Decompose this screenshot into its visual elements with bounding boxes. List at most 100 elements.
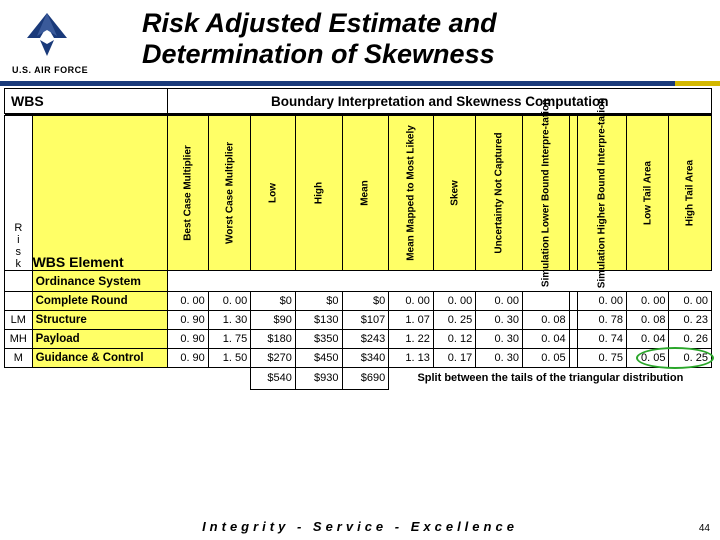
cell: 0. 30 xyxy=(476,330,523,349)
cell: 0. 90 xyxy=(168,349,208,368)
cell: 1. 22 xyxy=(389,330,434,349)
cell: 0. 30 xyxy=(476,349,523,368)
cell: $0 xyxy=(295,292,342,311)
cell: $90 xyxy=(251,311,296,330)
risk-letter: s xyxy=(5,246,32,258)
vertical-header-row: R i s k WBS Element Best Case Multiplier… xyxy=(5,116,712,271)
cell: $243 xyxy=(342,330,389,349)
cell: 0. 00 xyxy=(433,292,475,311)
cell: 0. 17 xyxy=(433,349,475,368)
table-container: WBS Boundary Interpretation and Skewness… xyxy=(0,88,720,390)
risk-code: M xyxy=(5,349,33,368)
split-note: Split between the tails of the triangula… xyxy=(389,368,712,390)
col-header: Simulation Lower Bound Interpre-tation xyxy=(522,116,569,271)
cell: 1. 30 xyxy=(208,311,250,330)
cell xyxy=(522,292,569,311)
col-header: High xyxy=(295,116,342,271)
col-header: Worst Case Multiplier xyxy=(208,116,250,271)
cell: $107 xyxy=(342,311,389,330)
cell: $0 xyxy=(251,292,296,311)
sum-low: $540 xyxy=(251,368,296,390)
element-name: Guidance & Control xyxy=(32,349,168,368)
col-header: High Tail Area xyxy=(669,116,712,271)
cell: 0. 26 xyxy=(669,330,712,349)
cell: 0. 05 xyxy=(626,349,668,368)
cell: 0. 00 xyxy=(578,292,627,311)
cell: 0. 08 xyxy=(626,311,668,330)
cell: 0. 05 xyxy=(522,349,569,368)
cell: $130 xyxy=(295,311,342,330)
element-name: Ordinance System xyxy=(32,271,168,292)
col-header: Best Case Multiplier xyxy=(168,116,208,271)
cell: 1. 50 xyxy=(208,349,250,368)
table-row: MH Payload 0. 90 1. 75 $180 $350 $243 1.… xyxy=(5,330,712,349)
col-header: Low Tail Area xyxy=(626,116,668,271)
skewness-table: WBS Boundary Interpretation and Skewness… xyxy=(4,88,712,390)
logo-area: U.S. AIR FORCE xyxy=(12,8,142,75)
cell: 0. 00 xyxy=(208,292,250,311)
cell: $180 xyxy=(251,330,296,349)
table-row: Complete Round 0. 00 0. 00 $0 $0 $0 0. 0… xyxy=(5,292,712,311)
sum-row: $540 $930 $690 Split between the tails o… xyxy=(5,368,712,390)
cell: $450 xyxy=(295,349,342,368)
sum-high: $930 xyxy=(295,368,342,390)
cell: 0. 30 xyxy=(476,311,523,330)
logo-text: U.S. AIR FORCE xyxy=(12,65,142,75)
cell-gap xyxy=(569,311,577,330)
title-line-2: Determination of Skewness xyxy=(142,39,495,69)
cell: 1. 13 xyxy=(389,349,434,368)
risk-code xyxy=(5,271,33,292)
col-header: Simulation Higher Bound Interpre-tation xyxy=(578,116,627,271)
slide-footer: Integrity - Service - Excellence xyxy=(0,519,720,534)
cell: $350 xyxy=(295,330,342,349)
risk-code: LM xyxy=(5,311,33,330)
airforce-logo-icon xyxy=(12,8,82,58)
cell: 0. 00 xyxy=(168,292,208,311)
title-line-1: Risk Adjusted Estimate and xyxy=(142,8,497,38)
risk-letter: R xyxy=(5,222,32,234)
risk-code: MH xyxy=(5,330,33,349)
element-name: Complete Round xyxy=(32,292,168,311)
cell: 0. 00 xyxy=(389,292,434,311)
slide-title: Risk Adjusted Estimate and Determination… xyxy=(142,8,708,70)
cell: 0. 00 xyxy=(476,292,523,311)
col-header: Low xyxy=(251,116,296,271)
cell: $0 xyxy=(342,292,389,311)
cell: 0. 78 xyxy=(578,311,627,330)
cell: 0. 00 xyxy=(626,292,668,311)
cell: 0. 12 xyxy=(433,330,475,349)
cell: $270 xyxy=(251,349,296,368)
col-header: Skew xyxy=(433,116,475,271)
table-row: M Guidance & Control 0. 90 1. 50 $270 $4… xyxy=(5,349,712,368)
boundary-header-cell: Boundary Interpretation and Skewness Com… xyxy=(168,89,712,114)
cell: 0. 04 xyxy=(626,330,668,349)
cell-gap xyxy=(569,349,577,368)
cell-gap xyxy=(569,330,577,349)
element-name: Structure xyxy=(32,311,168,330)
cell-gap xyxy=(569,292,577,311)
cell: 0. 25 xyxy=(433,311,475,330)
col-header-gap xyxy=(569,116,577,271)
cell: 0. 25 xyxy=(669,349,712,368)
cell: $340 xyxy=(342,349,389,368)
risk-letter: i xyxy=(5,234,32,246)
page-number: 44 xyxy=(699,523,710,534)
cell: 0. 90 xyxy=(168,311,208,330)
cell: 0. 75 xyxy=(578,349,627,368)
risk-label-cell: R i s k xyxy=(5,116,33,271)
wbs-element-header: WBS Element xyxy=(32,116,168,271)
cell: 0. 90 xyxy=(168,330,208,349)
col-header: Uncertainty Not Captured xyxy=(476,116,523,271)
sum-mean: $690 xyxy=(342,368,389,390)
element-name: Payload xyxy=(32,330,168,349)
cell: 1. 07 xyxy=(389,311,434,330)
table-row: LM Structure 0. 90 1. 30 $90 $130 $107 1… xyxy=(5,311,712,330)
cell: 0. 08 xyxy=(522,311,569,330)
risk-code xyxy=(5,292,33,311)
cell: 0. 00 xyxy=(669,292,712,311)
header-divider xyxy=(0,81,720,86)
wbs-header-cell: WBS xyxy=(5,89,168,114)
cell: 0. 04 xyxy=(522,330,569,349)
cell: 0. 74 xyxy=(578,330,627,349)
cell: 0. 23 xyxy=(669,311,712,330)
